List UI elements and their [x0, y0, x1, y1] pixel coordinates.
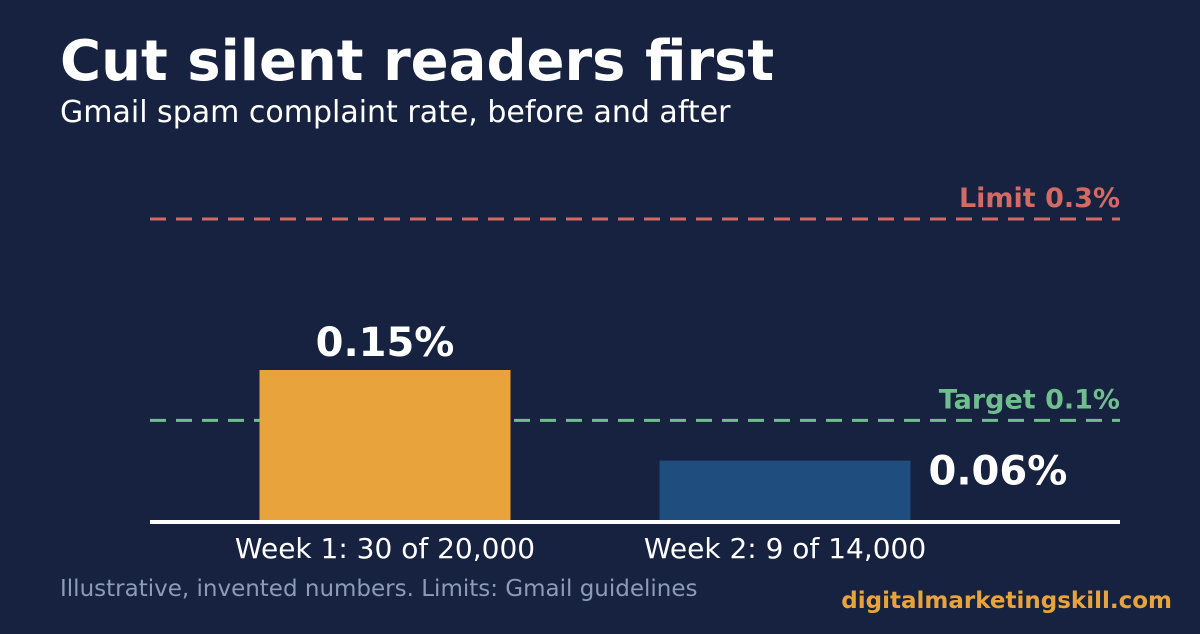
reference-label: Target 0.1% [939, 384, 1120, 415]
bar [659, 460, 911, 521]
chart-subtitle: Gmail spam complaint rate, before and af… [60, 95, 731, 130]
value-label: 0.15% [316, 320, 455, 366]
chart-title: Cut silent readers first [60, 29, 774, 94]
bar [259, 370, 511, 521]
x-tick-label: Week 1: 30 of 20,000 [235, 532, 535, 565]
brand: digitalmarketingskill.com [841, 588, 1172, 614]
value-label: 0.06% [929, 449, 1068, 495]
footnote: Illustrative, invented numbers. Limits: … [60, 576, 698, 602]
reference-label: Limit 0.3% [959, 183, 1120, 214]
x-tick-label: Week 2: 9 of 14,000 [644, 532, 926, 565]
